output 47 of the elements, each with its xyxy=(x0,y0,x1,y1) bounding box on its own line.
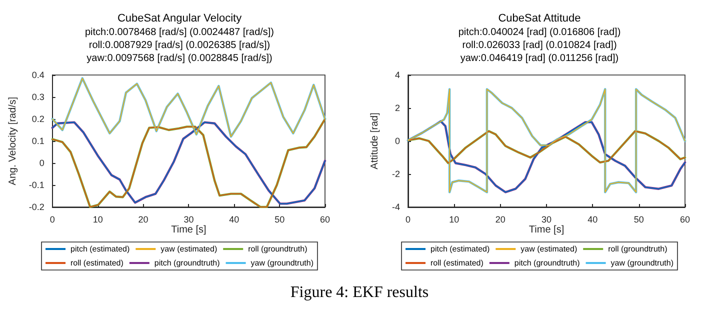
legend-label: roll (estimated) xyxy=(70,258,124,268)
legend-label: yaw (groundtruth) xyxy=(610,258,674,268)
legend-label: pitch (groundtruth) xyxy=(514,258,580,268)
x-tick-label: 60 xyxy=(680,214,690,224)
y-tick-label: -0.2 xyxy=(28,202,44,212)
x-tick-label: 20 xyxy=(138,214,148,224)
y-tick-label: 4 xyxy=(394,70,400,80)
y-tick-label: -4 xyxy=(392,202,400,212)
y-tick-label: 0.1 xyxy=(32,136,44,146)
x-tick-label: 30 xyxy=(184,214,194,224)
y-tick-label: -2 xyxy=(392,169,400,179)
legend-label: pitch (estimated) xyxy=(430,244,490,254)
legend-label: yaw (estimated) xyxy=(520,244,578,254)
y-tick-label: 0.4 xyxy=(32,70,44,80)
y-axis-title: Attitude [rad] xyxy=(370,112,380,170)
x-tick-label: 10 xyxy=(449,214,460,224)
x-tick-label: 40 xyxy=(588,214,598,224)
x-tick-label: 10 xyxy=(92,214,103,224)
chart-title: CubeSat Attitude xyxy=(498,12,581,24)
legend-label: roll (groundtruth) xyxy=(608,244,668,254)
y-tick-label: -0.1 xyxy=(28,180,44,190)
x-tick-label: 30 xyxy=(541,214,552,224)
chart-subtitle: pitch:0.040024 [rad] (0.016806 [rad]) roll:0.026033 [rad] (0.010824 [rad]) yaw:0.046419 [rad] (0.011256 [rad]) xyxy=(458,27,621,64)
x-tick-label: 40 xyxy=(229,214,240,224)
x-tick-label: 20 xyxy=(495,214,506,224)
legend-label: pitch (estimated) xyxy=(70,244,130,254)
legend-label: yaw (estimated) xyxy=(160,244,218,254)
x-tick-label: 0 xyxy=(405,214,411,224)
chart-title: CubeSat Angular Velocity xyxy=(117,12,242,24)
y-tick-label: 0.2 xyxy=(32,114,44,124)
x-axis-title: Time [s] xyxy=(528,224,564,236)
y-tick-label: 0 xyxy=(39,158,44,168)
x-tick-label: 0 xyxy=(50,214,55,224)
legend-label: roll (groundtruth) xyxy=(248,244,308,254)
legend-label: roll (estimated) xyxy=(430,258,484,268)
x-tick-label: 50 xyxy=(274,214,285,224)
y-axis-title: Ang. Velocity [rad/s] xyxy=(8,96,18,186)
x-axis-title: Time [s] xyxy=(171,224,207,236)
chart-subtitle: pitch:0.0078468 [rad/s] (0.0024487 [rad/s]) roll:0.0087929 [rad/s] (0.0026385 [rad/s]) yaw:0.0097568 [rad/s] (0.0028845 [rad/s]) xyxy=(84,27,274,64)
y-tick-label: 0 xyxy=(394,136,400,146)
legend-label: pitch (groundtruth) xyxy=(154,258,220,268)
y-tick-label: 2 xyxy=(394,103,400,113)
x-tick-label: 60 xyxy=(320,214,330,224)
caption: Figure 4: EKF results xyxy=(289,284,430,302)
x-tick-label: 50 xyxy=(634,214,644,224)
legend-label: yaw (groundtruth) xyxy=(250,258,314,268)
y-tick-label: 0.3 xyxy=(32,92,44,102)
